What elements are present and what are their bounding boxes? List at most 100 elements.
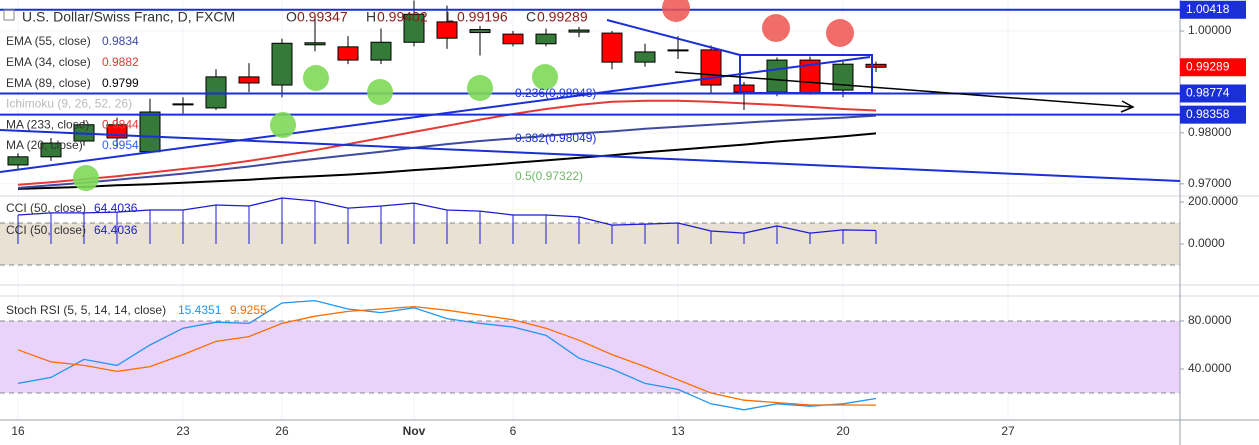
candle-body [832,63,854,91]
indicator-line [17,305,877,406]
main-layer [0,0,1180,411]
indicator-name: MA (20, close) [6,138,83,152]
marker-circle [270,112,296,138]
marker-circle [662,0,690,22]
fib-label: 0.5(0.97322) [515,169,583,183]
y-tick-label: 0.97000 [1188,176,1232,190]
level-label-box [1180,0,1246,19]
indicator-name: EMA (55, close) [6,34,91,48]
candle-body [436,21,458,39]
candle-body [733,84,755,93]
candle-body [370,41,392,61]
candle-body [40,142,62,158]
level-label: 0.98358 [1186,107,1230,121]
range-box [739,54,873,94]
x-tick-label: Nov [403,424,426,438]
candle-body [139,111,161,153]
y-tick-label: 40.0000 [1188,361,1232,375]
last-price-label: 0.99289 [1186,59,1230,73]
top-layer: 1.00000 0.98000 0.97000 16 23 26 Nov 6 13 20 27 1.0… [6,0,1246,438]
candle-body [271,42,293,86]
x-tick-label: 23 [176,424,190,438]
projection-line [674,71,1133,108]
x-tick-label: 27 [1001,424,1015,438]
pane-title: Stoch RSI (5, 5, 14, 14, close) [6,303,166,317]
ohlc-key: L [446,9,454,25]
marker-circle [762,14,790,42]
marker-circle [467,75,493,101]
y-tick-label: 200.0000 [1188,194,1238,208]
x-tick-label: 13 [671,424,685,438]
indicator-name: MA (233, close) [6,117,89,131]
x-tick-label: 26 [275,424,289,438]
pane-title: CCI (50, close) [6,223,86,237]
candle-body [601,32,623,63]
x-tick-label: 20 [836,424,850,438]
pane-value: 15.4351 [178,303,222,317]
indicator-value: 0.9844 [102,117,139,131]
indicator-name: EMA (89, close) [6,76,91,90]
fib-label: 0.236(0.98948) [515,86,596,100]
candle-body [502,33,524,45]
candle-body [568,29,590,33]
last-price-box [1180,58,1246,77]
y-tick-label: 1.00000 [1188,23,1232,37]
candle-body [172,103,194,106]
marker-circle [367,79,393,105]
candle-body [766,59,788,93]
collapse-icon[interactable] [3,9,15,21]
level-label-box [1180,105,1246,124]
x-tick-label: 16 [11,424,25,438]
y-tick-label: 0.98000 [1188,125,1232,139]
candle-body [304,42,326,46]
ma-line [17,99,877,186]
fib-label: 0.382(0.98049) [515,131,596,145]
trend-line [606,19,741,56]
pane-value: 64.4036 [94,201,138,215]
candle-body [238,76,260,84]
marker-circle [303,65,329,91]
marker-circle [826,19,854,47]
indicator-value: 0.9882 [102,55,139,69]
ohlc-value: 0.99196 [457,9,508,25]
candle-body [7,156,29,166]
pane-value: 64.4036 [94,223,138,237]
candle-body [667,49,689,52]
candle-body [865,63,887,68]
arrow-head [1120,100,1135,113]
indicator-name: Ichimoku (9, 26, 52, 26) [6,97,132,111]
indicator-value: 0.9834 [102,34,139,48]
candle-body [337,46,359,61]
ohlc-value: 0.99347 [297,9,348,25]
candle-body [205,76,227,109]
ohlc-key: O [286,9,297,25]
indicator-line [17,197,877,234]
marker-circle [73,165,99,191]
level-label-box [1180,84,1246,103]
candle-body [403,13,425,43]
candle-body [700,49,722,86]
indicator-value: 0.9954 [102,138,139,152]
ohlc-key: H [366,9,376,25]
ohlc-value: 0.99402 [377,9,428,25]
marker-circle [532,64,558,90]
trend-line [0,129,1181,182]
background-layer [0,0,1180,420]
y-tick-label: 80.0000 [1188,313,1232,327]
band [0,321,1180,393]
candle-body [634,51,656,63]
band [0,223,1180,265]
candle-body [469,29,491,34]
ohlc-value: 0.99289 [537,9,588,25]
level-label: 0.98774 [1186,86,1230,100]
drawings [0,0,1181,191]
pane-value: 9.9255 [230,303,267,317]
level-label: 1.00418 [1186,2,1230,16]
chart-title: U.S. Dollar/Swiss Franc, D, FXCM [22,9,235,25]
ma-line [17,114,877,189]
indicator-name: EMA (34, close) [6,55,91,69]
indicator-line [17,299,877,411]
x-tick-label: 6 [510,424,517,438]
indicator-value: 0.9799 [102,76,139,90]
